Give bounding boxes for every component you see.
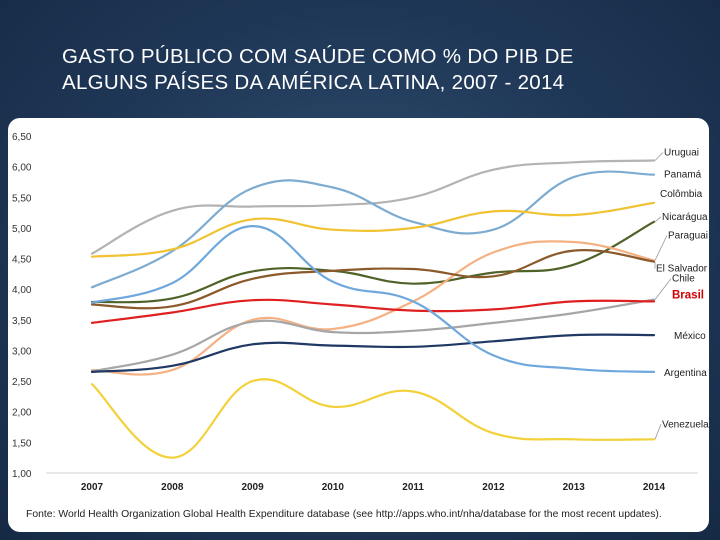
series-label-uruguai: Uruguai: [664, 148, 699, 159]
series-lines: [90, 159, 656, 459]
series-label-argentina: Argentina: [664, 368, 707, 379]
x-tick-label: 2010: [322, 482, 345, 493]
y-tick-label: 5,50: [12, 193, 32, 204]
series-label-chile: Chile: [672, 274, 695, 285]
y-tick-label: 6,00: [12, 163, 32, 174]
chart-panel: 1,00 1,50 2,00 2,50 3,00 3,50 4,00 4,50 5,00 5,50…: [8, 118, 709, 532]
series-line-panama: [90, 170, 656, 289]
slide-title-line-2: ALGUNS PAÍSES DA AMÉRICA LATINA, 2007 - …: [62, 71, 565, 94]
series-line-venezuela: [90, 378, 656, 459]
x-tick-label: 2011: [402, 482, 424, 493]
series-label-colombia: Colômbia: [660, 189, 703, 200]
series-line-el-salvador: [90, 249, 656, 310]
y-tick-label: 6,50: [12, 132, 32, 143]
series-label-el-salvador: El Salvador: [656, 264, 708, 275]
y-tick-label: 1,00: [12, 469, 32, 480]
series-line-paraguai: [90, 240, 656, 376]
series-label-paraguai: Paraguai: [668, 230, 708, 241]
y-tick-label: 2,00: [12, 408, 32, 419]
series-line-mexico: [90, 333, 656, 373]
x-tick-label: 2014: [643, 482, 666, 493]
series-line-nicaragua: [90, 220, 656, 304]
series-line-chile: [90, 298, 656, 373]
y-tick-label: 4,00: [12, 285, 32, 296]
x-axis: 2007 2008 2009 2010 2011 2012 2013 2014: [46, 472, 698, 493]
x-tick-label: 2007: [81, 482, 104, 493]
leader-line-uruguai: [654, 152, 664, 161]
x-tick-label: 2008: [161, 482, 184, 493]
series-label-nicaragua: Nicarágua: [662, 212, 708, 223]
series-line-colombia: [90, 201, 656, 258]
y-tick-label: 4,50: [12, 255, 32, 266]
series-line-brasil: [90, 298, 656, 324]
series-label-venezuela: Venezuela: [662, 419, 709, 430]
slide-title: GASTO PÚBLICO COM SAÚDE COMO % DO PIB DE…: [62, 44, 682, 96]
x-tick-label: 2012: [482, 482, 505, 493]
y-tick-label: 2,50: [12, 377, 32, 388]
y-tick-label: 3,50: [12, 316, 32, 327]
slide-title-line-1: GASTO PÚBLICO COM SAÚDE COMO % DO PIB DE: [62, 45, 574, 68]
line-chart: 1,00 1,50 2,00 2,50 3,00 3,50 4,00 4,50 5,00 5,50…: [12, 132, 709, 493]
series-label-mexico: México: [674, 331, 706, 342]
y-tick-label: 5,00: [12, 224, 32, 235]
series-labels: Uruguai Panamá Colômbia Nicarágua Paraguai El…: [654, 148, 709, 440]
y-axis: 1,00 1,50 2,00 2,50 3,00 3,50 4,00 4,50 5,00 5,50…: [12, 132, 32, 480]
series-label-panama: Panamá: [664, 170, 702, 181]
leader-line-paraguai: [654, 235, 668, 261]
x-tick-label: 2009: [241, 482, 264, 493]
y-tick-label: 1,50: [12, 438, 32, 449]
leader-line-venezuela: [654, 424, 662, 440]
x-tick-label: 2013: [563, 482, 586, 493]
source-note: Fonte: World Health Organization Global …: [26, 509, 662, 520]
series-line-argentina: [90, 224, 656, 373]
leader-line-chile: [654, 278, 672, 300]
series-line-uruguai: [90, 159, 656, 255]
leader-line-nicaragua: [654, 216, 662, 223]
series-label-brasil: Brasil: [672, 289, 704, 301]
y-tick-label: 3,00: [12, 346, 32, 357]
